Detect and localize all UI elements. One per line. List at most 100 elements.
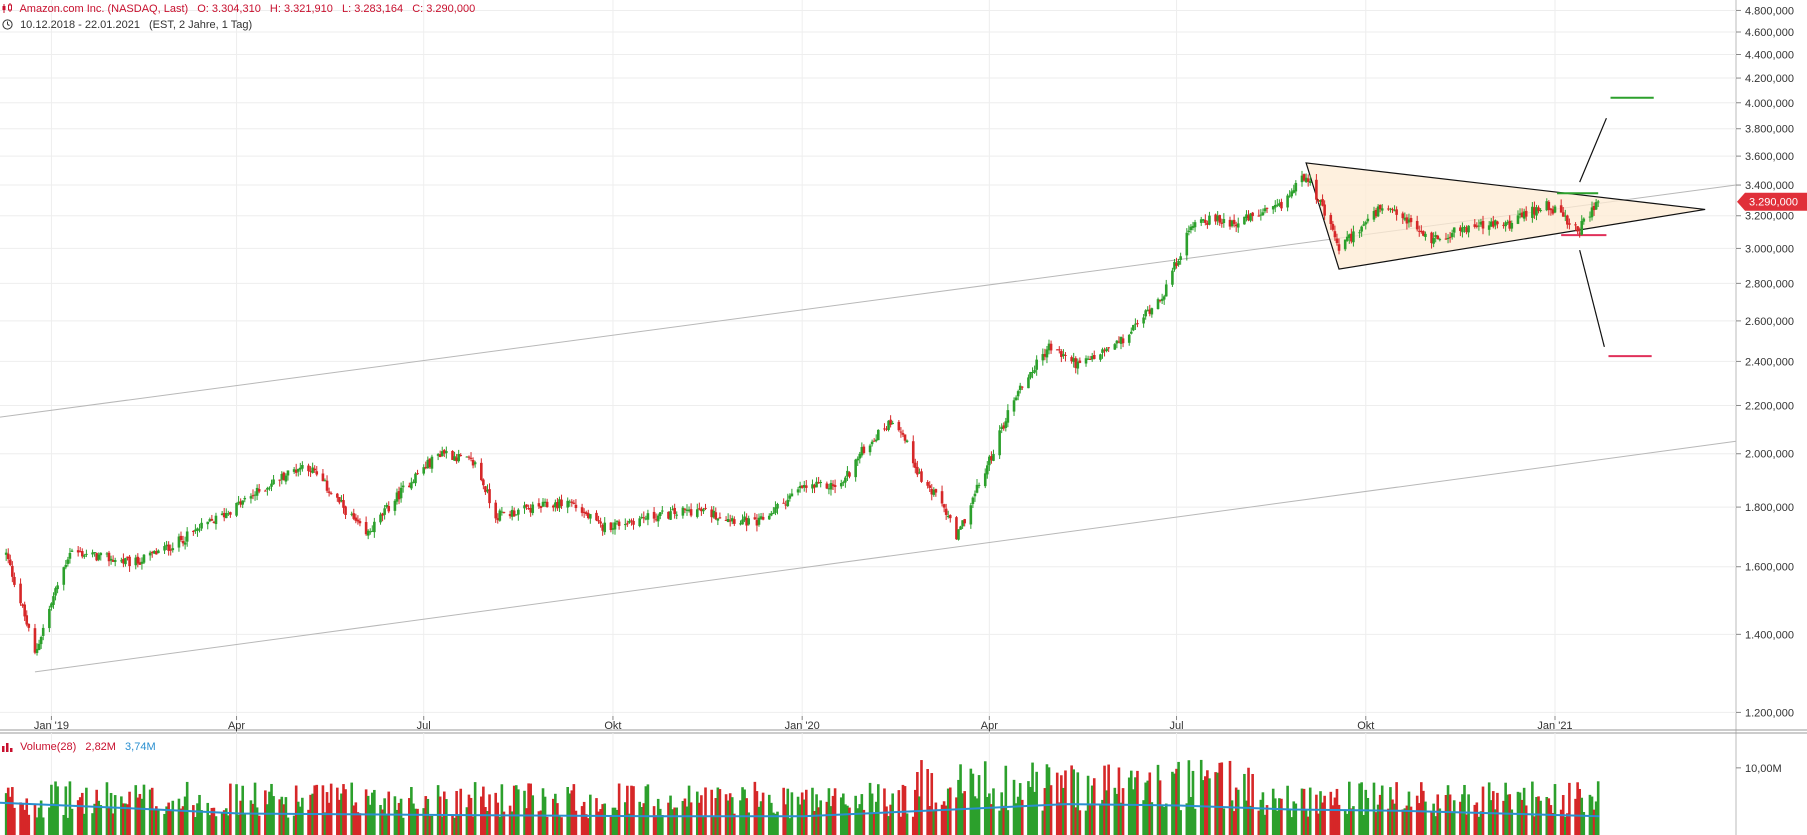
volume-bar (8, 796, 12, 835)
candle-body (1407, 219, 1411, 223)
candle-body (97, 554, 101, 560)
volume-bar (992, 788, 995, 835)
volume-bar (214, 816, 218, 835)
volume-bar (782, 787, 785, 835)
volume-bar (510, 811, 514, 835)
candle-body (1088, 358, 1092, 360)
volume-bar (1047, 767, 1051, 835)
candle-body (1409, 217, 1413, 223)
candle-body (488, 489, 491, 504)
volume-bar (6, 787, 10, 835)
volume-label[interactable]: Volume(28) (20, 741, 77, 753)
volume-bar (537, 811, 541, 835)
candle-body (856, 458, 860, 461)
volume-bar (1027, 781, 1030, 835)
volume-bar (1432, 803, 1435, 835)
candle-body (1193, 222, 1197, 228)
volume-bar (1539, 800, 1542, 835)
candle-body (1029, 372, 1032, 378)
candle-body (385, 504, 388, 508)
candle-body (1563, 215, 1567, 217)
candle-body (78, 551, 82, 553)
candle-body (280, 473, 284, 480)
volume-bar (914, 789, 917, 835)
volume-bar (1422, 790, 1425, 835)
chart-settings[interactable]: (EST, 2 Jahre, 1 Tag) (149, 19, 253, 31)
candle-body (1444, 238, 1448, 240)
volume-bar (1450, 812, 1454, 835)
candle-body (1134, 323, 1137, 325)
volume-bar (1465, 814, 1468, 835)
volume-bar (776, 811, 779, 835)
volume-bar (1107, 764, 1110, 835)
candle-body (730, 518, 734, 522)
date-range[interactable]: 10.12.2018 - 22.01.2021 (20, 19, 140, 31)
price-badge-shape (1737, 192, 1807, 211)
candle-body (802, 484, 806, 488)
volume-bar (1333, 797, 1337, 835)
x-tick-label: Jan '19 (34, 720, 69, 732)
volume-bar (235, 784, 238, 835)
volume-bar (1162, 806, 1166, 835)
volume-bar (37, 807, 41, 835)
candle-body (93, 552, 96, 554)
candle-body (860, 447, 864, 456)
volume-bar (630, 785, 633, 835)
candle-body (292, 469, 296, 472)
volume-bar (1401, 809, 1405, 835)
candle-body (212, 521, 216, 523)
candle-body (1376, 206, 1380, 217)
candle-body (1479, 221, 1483, 225)
candle-body (1216, 215, 1219, 221)
volume-bar (1033, 791, 1036, 835)
volume-bar (1084, 810, 1088, 835)
volume-bar (702, 816, 705, 835)
candle-body (1350, 233, 1353, 242)
volume-bar (1549, 805, 1553, 835)
volume-bar (1201, 780, 1205, 835)
instrument-name[interactable]: Amazon.com Inc. (NASDAQ, Last) (19, 3, 189, 15)
candle-body (62, 567, 66, 585)
y-tick-label: 1.600,000 (1745, 562, 1794, 574)
volume-bar (759, 801, 763, 835)
volume-bar (644, 786, 648, 835)
volume-bar (1078, 810, 1082, 835)
candle-body (1467, 225, 1470, 233)
volume-bar (508, 805, 512, 835)
volume-bar (973, 796, 977, 835)
candle-body (1020, 386, 1024, 388)
volume-bar (603, 803, 607, 835)
candle-body (831, 484, 835, 487)
candle-body (572, 502, 576, 504)
candle-body (554, 502, 557, 508)
volume-bar (1407, 791, 1411, 835)
volume-bar (93, 803, 96, 835)
volume-bar (502, 811, 506, 835)
volume-bar (249, 800, 253, 835)
volume-bar (957, 779, 960, 835)
candle-body (1446, 237, 1450, 239)
candle-body (163, 546, 166, 551)
candle-body (1278, 203, 1281, 206)
volume-bar (229, 783, 232, 835)
candle-body (11, 565, 14, 577)
candle-body (790, 493, 794, 497)
candle-body (1259, 214, 1263, 216)
candle-body (1502, 224, 1505, 226)
candle-body (1319, 199, 1322, 202)
candle-body (827, 488, 831, 490)
candle-body (983, 473, 987, 487)
volume-bar (1506, 794, 1509, 835)
candle-body (786, 499, 790, 507)
volume-bar (1271, 788, 1275, 835)
candle-body (455, 457, 458, 462)
volume-bar (126, 804, 129, 835)
volume-bar (91, 813, 94, 835)
volume-bar (770, 802, 773, 835)
volume-bar (1263, 814, 1267, 835)
candle-body (1491, 221, 1495, 227)
volume-bar (961, 793, 964, 835)
last-price-badge: 3.290,000 (1737, 192, 1807, 211)
volume-bar (99, 805, 103, 835)
y-tick-label: 2.800,000 (1745, 278, 1794, 290)
